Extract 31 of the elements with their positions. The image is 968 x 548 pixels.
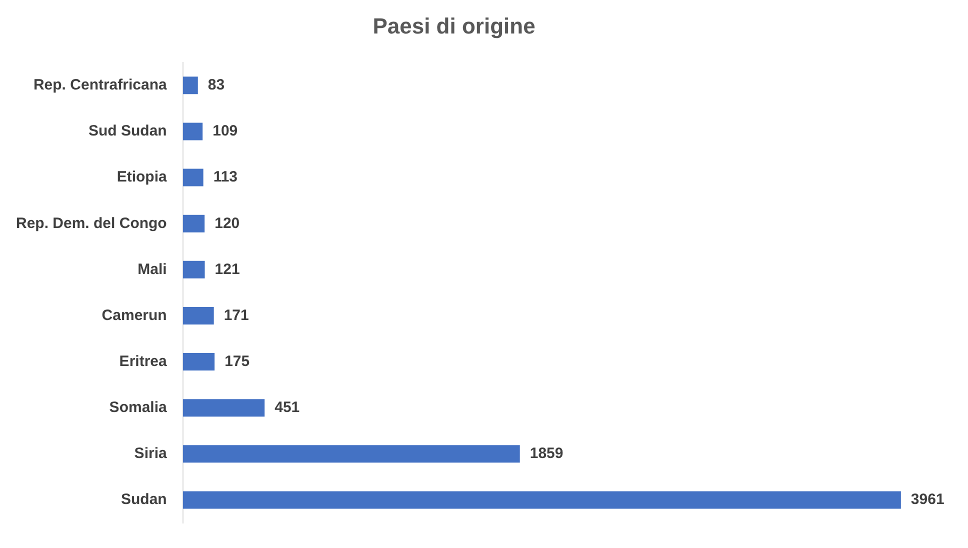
data-label: 175 (224, 352, 250, 370)
y-tick-label: Etiopia (116, 168, 168, 186)
y-tick-label: Rep. Dem. del Congo (16, 214, 167, 232)
data-label: 83 (208, 76, 225, 94)
y-tick-label: Rep. Centrafricana (33, 76, 168, 94)
bar (182, 306, 214, 324)
data-label: 120 (214, 214, 240, 232)
data-label: 171 (224, 306, 249, 324)
bar (182, 214, 205, 232)
data-label: 109 (212, 122, 238, 140)
y-tick-label: Somalia (109, 398, 168, 416)
data-label: 451 (274, 398, 300, 416)
y-tick-label: Siria (134, 445, 168, 462)
bar (182, 353, 215, 371)
data-label: 121 (214, 260, 240, 278)
y-tick-label: Mali (138, 260, 167, 278)
y-tick-label: Camerun (102, 306, 167, 324)
bar (182, 122, 203, 140)
bar (182, 445, 520, 463)
bar (182, 491, 901, 509)
y-tick-label: Eritrea (119, 352, 168, 370)
data-label: 3961 (910, 491, 944, 508)
bar (182, 168, 204, 186)
bar (182, 399, 265, 417)
y-tick-label: Sudan (121, 491, 167, 508)
chart-title: Paesi di origine (372, 13, 536, 38)
data-label: 1859 (530, 445, 564, 462)
bar (182, 260, 205, 278)
bar (182, 76, 198, 94)
y-tick-label: Sud Sudan (88, 122, 167, 140)
data-label: 113 (213, 168, 238, 186)
